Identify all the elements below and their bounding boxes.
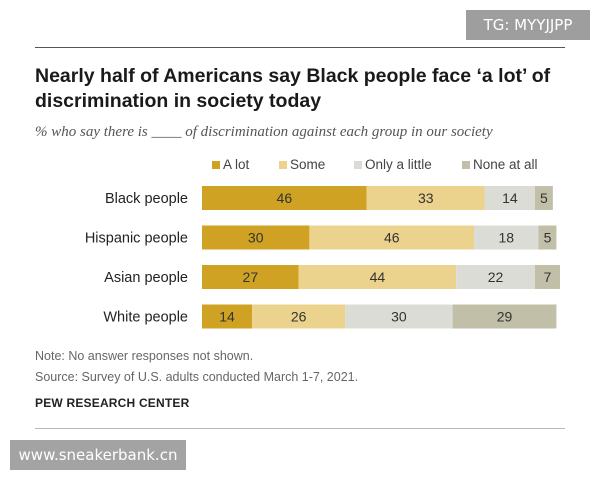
bar-white-people-none-at-all [452,304,557,329]
value-label-white-people-only-a-little: 30 [391,309,407,325]
value-label-white-people-a-lot: 14 [219,309,235,325]
bar-asian-people-a-lot [202,265,299,289]
legend-label-a-lot: A lot [223,157,250,172]
value-label-hispanic-people-some: 46 [384,230,400,246]
value-label-black-people-only-a-little: 14 [502,190,518,206]
value-label-white-people-some: 26 [291,309,307,325]
bar-hispanic-people-a-lot [202,225,310,250]
bar-black-people-a-lot [202,186,367,210]
legend-swatch-none-at-all [462,161,470,169]
bar-hispanic-people-some [309,225,475,250]
value-label-asian-people-none-at-all: 7 [544,269,552,285]
value-label-hispanic-people-a-lot: 30 [248,230,264,246]
legend-swatch-only-a-little [354,161,362,169]
value-label-black-people-a-lot: 46 [277,190,293,206]
bar-black-people-none-at-all [534,186,553,210]
bottom-divider [35,428,565,429]
legend-label-none-at-all: None at all [473,157,538,172]
bar-black-people-only-a-little [484,186,535,210]
note-text: Note: No answer responses not shown. [35,349,254,363]
stacked-bar-chart: A lot Some Only a little None at all Black p… [85,157,560,329]
bar-white-people-some [252,304,346,329]
value-label-hispanic-people-only-a-little: 18 [499,230,515,246]
top-watermark: TG: MYYJJPP [466,10,590,40]
value-label-asian-people-only-a-little: 22 [488,269,504,285]
bar-hispanic-people-only-a-little [474,225,539,250]
chart-subtitle: % who say there is ____ of discriminatio… [35,124,493,140]
bar-black-people-some [366,186,485,210]
category-label-hispanic-people: Hispanic people [85,231,188,247]
top-divider [35,47,565,48]
value-label-black-people-none-at-all: 5 [540,190,548,206]
value-label-hispanic-people-none-at-all: 5 [544,230,552,246]
bar-asian-people-none-at-all [534,265,560,289]
category-label-asian-people: Asian people [104,270,188,286]
bar-asian-people-some [298,265,457,289]
value-label-asian-people-some: 44 [370,269,386,285]
value-label-black-people-some: 33 [418,190,434,206]
value-label-asian-people-a-lot: 27 [243,269,259,285]
bar-hispanic-people-none-at-all [538,225,557,250]
source-text: Source: Survey of U.S. adults conducted … [35,370,359,384]
source-organization: PEW RESEARCH CENTER [35,396,190,410]
value-label-white-people-none-at-all: 29 [497,309,513,325]
category-label-black-people: Black people [105,191,188,207]
bar-asian-people-only-a-little [456,265,535,289]
chart-title: Nearly half of Americans say Black peopl… [35,65,551,112]
category-label-white-people: White people [103,310,188,326]
legend-swatch-some [279,161,287,169]
bar-white-people-only-a-little [345,304,453,329]
legend-label-only-a-little: Only a little [365,157,432,172]
bottom-watermark: www.sneakerbank.cn [10,440,186,470]
legend-label-some: Some [290,157,325,172]
bar-white-people-a-lot [202,304,253,329]
legend-swatch-a-lot [212,161,220,169]
